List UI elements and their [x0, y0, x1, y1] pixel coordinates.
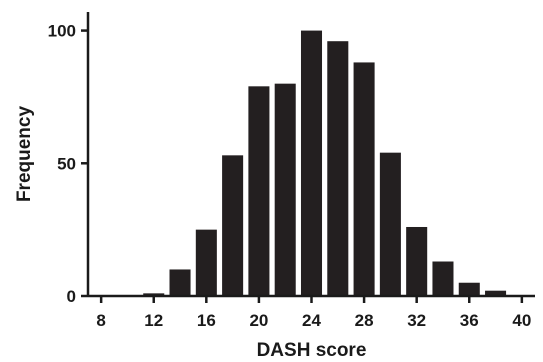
x-tick-label: 36: [460, 311, 479, 330]
bar-14: [169, 269, 191, 296]
y-axis-title: Frequency: [14, 106, 35, 203]
bar-30: [379, 152, 401, 296]
bar-18: [222, 155, 244, 296]
bar-12: [143, 293, 165, 296]
x-tick-label: 32: [407, 311, 426, 330]
bar-34: [432, 261, 454, 296]
x-axis-title: DASH score: [257, 340, 367, 361]
bar-20: [248, 86, 270, 296]
x-tick-label: 40: [512, 311, 531, 330]
bar-24: [300, 30, 323, 297]
y-tick-label: 0: [67, 287, 76, 306]
bar-26: [327, 41, 349, 297]
bar-38: [485, 290, 507, 296]
bar-32: [406, 226, 428, 296]
x-tick-label: 20: [249, 311, 268, 330]
bars-layer: [143, 30, 507, 297]
bar-22: [274, 83, 296, 296]
x-tick-label: 16: [197, 311, 216, 330]
x-ticks: 8 12 16 20 24 28 32 36 40: [96, 296, 531, 330]
y-ticks: 0 50 100: [48, 22, 88, 306]
y-tick-label: 100: [48, 22, 76, 41]
y-tick-label: 50: [57, 154, 76, 173]
bar-36: [458, 282, 480, 296]
x-tick-label: 28: [355, 311, 374, 330]
bar-16: [195, 229, 217, 296]
x-tick-label: 24: [302, 311, 321, 330]
bar-28: [353, 62, 375, 297]
x-tick-label: 8: [96, 311, 105, 330]
x-tick-label: 12: [144, 311, 163, 330]
